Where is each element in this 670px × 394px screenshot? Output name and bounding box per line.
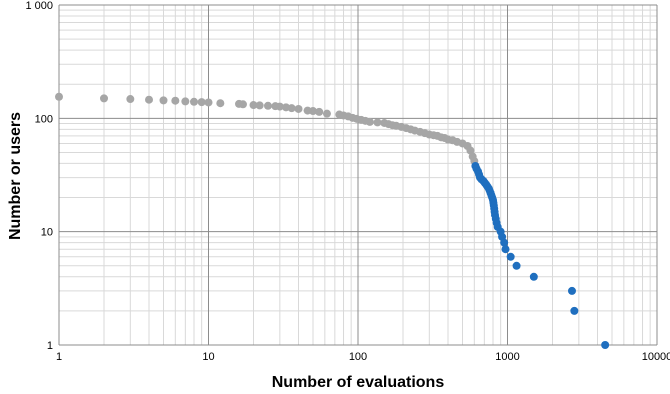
data-point (100, 94, 109, 103)
data-point (159, 96, 168, 105)
data-point (315, 107, 324, 116)
data-point (216, 99, 225, 108)
data-point (512, 261, 521, 270)
major-gridlines (58, 4, 658, 346)
data-point (204, 98, 213, 107)
data-point (145, 95, 154, 104)
data-point (365, 117, 374, 126)
data-point (529, 272, 538, 281)
data-point (263, 101, 272, 110)
data-point (322, 109, 331, 118)
data-points (55, 92, 610, 349)
data-point (275, 102, 284, 111)
y-tick-label: 1 000 (25, 0, 53, 12)
data-point (466, 146, 475, 155)
x-tick-label: 10 (202, 351, 214, 363)
y-tick-label: 100 (35, 113, 53, 125)
y-tick-label: 1 (47, 340, 53, 352)
data-point (601, 341, 610, 349)
data-point (500, 238, 509, 247)
data-point (55, 92, 63, 101)
data-point (570, 306, 579, 315)
data-point (238, 100, 247, 109)
data-point (249, 101, 258, 110)
y-axis-title: Number or users (7, 112, 24, 240)
data-point (373, 118, 382, 127)
data-point (501, 245, 510, 254)
data-point (294, 104, 303, 113)
x-tick-label: 10000 (642, 351, 670, 363)
data-point (308, 107, 317, 116)
x-axis-title: Number of evaluations (272, 374, 445, 391)
x-axis-ticks: 1 10 100 1000 10000 (56, 351, 670, 363)
data-point (287, 104, 296, 113)
data-point (190, 97, 199, 106)
x-tick-label: 1 (56, 351, 62, 363)
data-point (181, 97, 190, 106)
x-tick-label: 1000 (495, 351, 519, 363)
x-tick-label: 100 (349, 351, 367, 363)
data-point (197, 98, 206, 107)
y-tick-label: 10 (41, 227, 53, 239)
data-point (255, 101, 264, 110)
data-point (171, 96, 180, 105)
data-point (506, 252, 515, 261)
y-axis-ticks: 1 10 100 1 000 (25, 0, 53, 352)
data-point (126, 95, 135, 104)
data-point (567, 286, 576, 295)
